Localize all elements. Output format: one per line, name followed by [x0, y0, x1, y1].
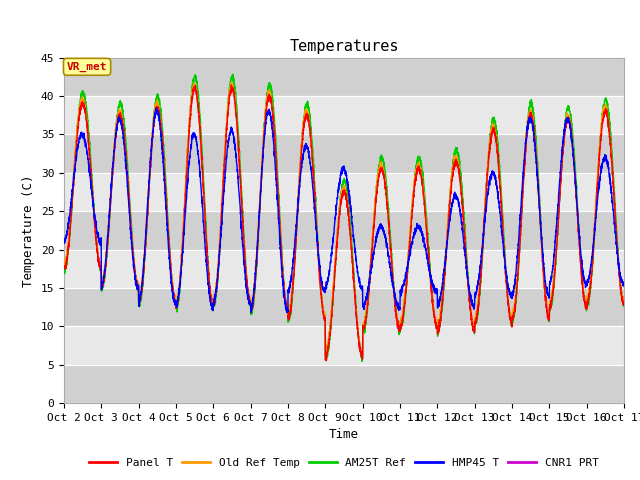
Bar: [64, 326, 624, 365]
Bar: [64, 211, 624, 250]
Bar: [64, 365, 624, 403]
Bar: [64, 58, 624, 96]
Bar: [64, 250, 624, 288]
X-axis label: Time: Time: [329, 429, 359, 442]
Y-axis label: Temperature (C): Temperature (C): [22, 174, 35, 287]
Title: Temperatures: Temperatures: [289, 39, 399, 54]
Text: VR_met: VR_met: [67, 62, 108, 72]
Bar: [64, 288, 624, 326]
Bar: [64, 96, 624, 134]
Legend: Panel T, Old Ref Temp, AM25T Ref, HMP45 T, CNR1 PRT: Panel T, Old Ref Temp, AM25T Ref, HMP45 …: [85, 454, 603, 473]
Bar: [64, 173, 624, 211]
Bar: [64, 134, 624, 173]
